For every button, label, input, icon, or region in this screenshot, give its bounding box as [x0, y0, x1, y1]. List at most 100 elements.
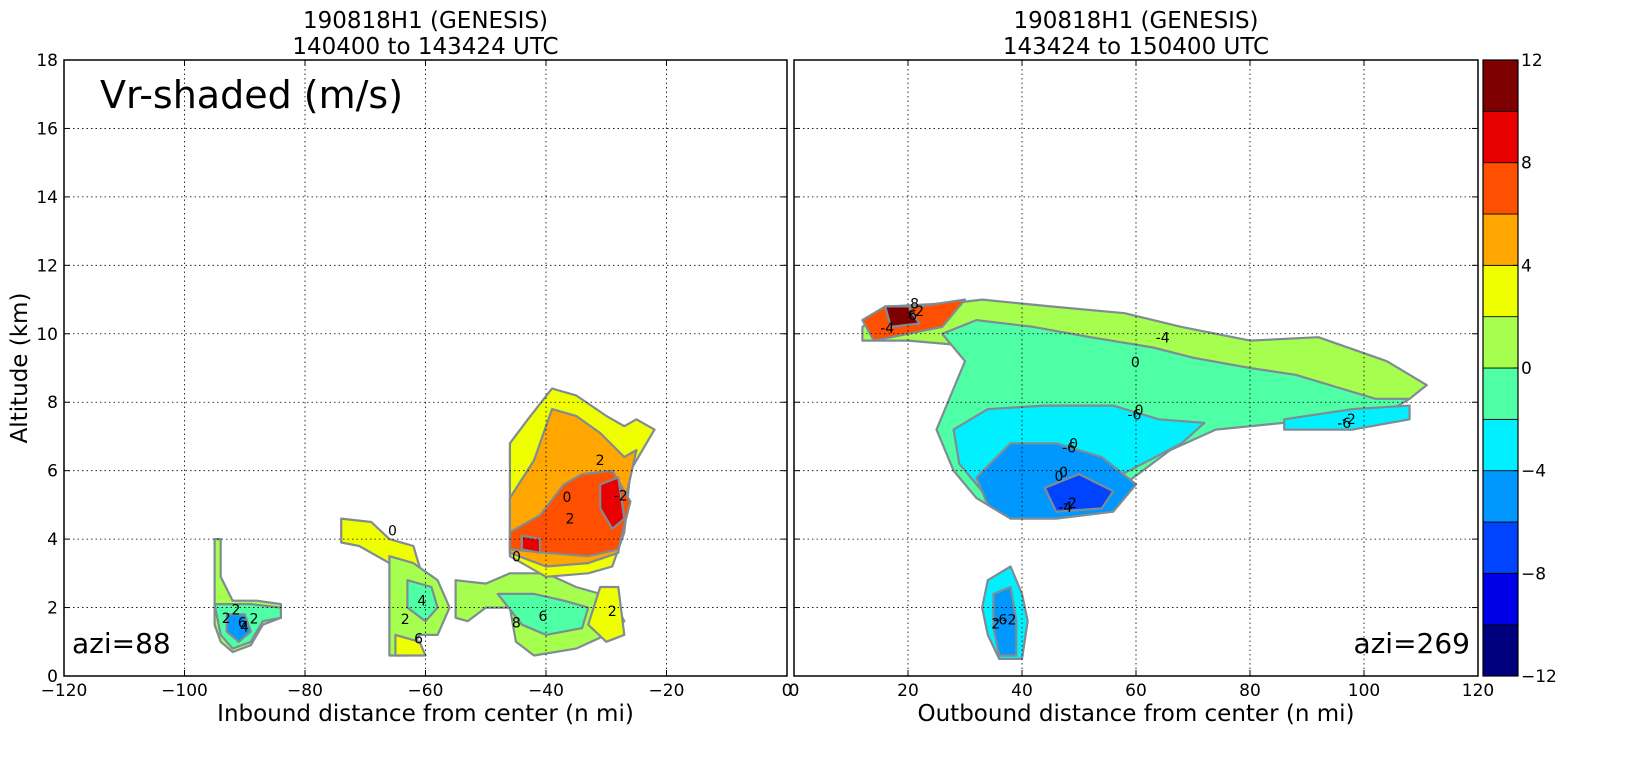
outbound-title-line1: 190818H1 (GENESIS)	[1013, 8, 1258, 34]
outbound-contour-label: 0	[1135, 403, 1144, 419]
y-tick-label: 12	[36, 256, 58, 276]
outbound-contour-label: -6	[1127, 407, 1141, 423]
outbound-contour-label: 8	[910, 296, 919, 312]
inbound-contour-label: 2	[596, 453, 605, 469]
inbound-contour-label: 4	[240, 620, 249, 636]
inbound-contour-label: 2	[566, 512, 575, 528]
outbound-azimuth-label: azi=269	[1353, 627, 1470, 660]
outbound-contour-label: 0	[1069, 436, 1078, 452]
y-tick-label: 0	[47, 667, 58, 687]
outbound-x-tick-label: 20	[897, 681, 919, 701]
colorbar-tick-label: −12	[1521, 667, 1557, 687]
colorbar: −12 −8 −4 0 4 8 12	[1482, 51, 1557, 687]
inbound-contour-label: 2	[250, 611, 259, 627]
inbound-x-tick-label: −60	[408, 681, 444, 701]
inbound-x-tick-label: −80	[287, 681, 323, 701]
inbound-x-tick-label: −20	[649, 681, 685, 701]
outbound-contour-label: -6	[1337, 416, 1351, 432]
colorbar-segment	[1482, 59, 1519, 112]
inbound-contour-label: 2	[231, 603, 240, 619]
inbound-shaded-regions	[213, 387, 656, 657]
colorbar-segment	[1482, 316, 1519, 369]
inbound-region-14	[520, 534, 542, 554]
inbound-title-line2: 140400 to 143424 UTC	[292, 34, 558, 60]
inbound-title-line1: 190818H1 (GENESIS)	[303, 8, 548, 34]
y-tick-label: 14	[36, 188, 58, 208]
colorbar-tick-label: −4	[1521, 462, 1546, 482]
inbound-contour-label: 2	[222, 611, 231, 627]
y-axis-label: Altitude (km)	[7, 293, 33, 444]
outbound-contour-label: -2	[1063, 496, 1077, 512]
outbound-contour-label: -6	[1062, 441, 1076, 457]
variable-label: Vr-shaded (m/s)	[100, 73, 403, 117]
inbound-contour-label: -2	[614, 488, 628, 504]
colorbar-tick-label: 12	[1521, 51, 1543, 71]
colorbar-segment	[1482, 470, 1519, 523]
outbound-x-tick-label: 0	[789, 681, 800, 701]
outbound-contour-label: 2	[991, 616, 1000, 632]
outbound-contour-label: -6	[993, 612, 1007, 628]
inbound-contour-label: 6	[238, 616, 247, 632]
outbound-contour-label: -4	[1156, 330, 1170, 346]
colorbar-segment	[1482, 213, 1519, 266]
outbound-x-axis-label: Outbound distance from center (n mi)	[918, 701, 1355, 727]
colorbar-segment	[1482, 572, 1519, 626]
outbound-region-7	[884, 305, 921, 328]
outbound-contour-label: -4	[1058, 500, 1072, 516]
inbound-contour-label: 4	[417, 594, 426, 610]
inbound-contour-label: 0	[563, 490, 572, 506]
outbound-contour-label: 6	[908, 308, 917, 324]
inbound-gridlines	[64, 60, 787, 676]
outbound-region-4	[1043, 473, 1115, 513]
y-tick-label: 8	[47, 393, 58, 413]
outbound-contour-label: -2	[910, 304, 924, 320]
colorbar-segment	[1482, 418, 1519, 472]
inbound-azimuth-label: azi=88	[72, 627, 171, 660]
inbound-region-5	[406, 579, 439, 623]
outbound-x-tick-label: 60	[1125, 681, 1147, 701]
colorbar-tick-label: 0	[1521, 359, 1532, 379]
outbound-title-line2: 143424 to 150400 UTC	[1003, 34, 1269, 60]
outbound-contour-label: 0	[1059, 465, 1068, 481]
outbound-panel: 0 20 40 60 80 100 120 190818H1 (GENESIS) 14342…	[789, 8, 1495, 727]
outbound-x-tick-label: 80	[1239, 681, 1261, 701]
outbound-ticks: 0 20 40 60 80 100 120	[789, 59, 1494, 701]
colorbar-segment	[1482, 162, 1519, 215]
y-tick-label: 18	[36, 51, 58, 71]
outbound-contour-label: -2	[1342, 412, 1356, 428]
inbound-x-tick-label: 0	[782, 681, 793, 701]
inbound-region-8	[496, 592, 590, 637]
colorbar-segment	[1482, 367, 1519, 420]
inbound-region-9	[587, 585, 626, 643]
outbound-x-tick-label: 40	[1011, 681, 1033, 701]
outbound-gridlines	[794, 60, 1478, 676]
inbound-contour-label: 6	[414, 632, 423, 648]
outbound-region-5	[1283, 404, 1411, 431]
colorbar-segment	[1482, 624, 1519, 677]
outbound-x-tick-label: 120	[1462, 681, 1494, 701]
inbound-contour-label: 0	[512, 550, 521, 566]
outbound-contour-label: 0	[1131, 355, 1140, 371]
outbound-contour-label: -2	[1002, 612, 1016, 628]
outbound-shaded-regions	[861, 298, 1428, 661]
colorbar-tick-label: 4	[1521, 256, 1532, 276]
inbound-contour-label: 2	[608, 604, 617, 620]
inbound-contour-label: 8	[512, 615, 521, 631]
inbound-region-2	[225, 613, 252, 643]
colorbar-segment	[1482, 110, 1519, 164]
colorbar-tick-label: 8	[1521, 154, 1532, 174]
y-tick-label: 16	[36, 119, 58, 139]
outbound-contour-label: 0	[1055, 469, 1064, 485]
inbound-contour-label: 6	[538, 609, 547, 625]
outbound-contour-label: -4	[880, 321, 894, 337]
inbound-region-13	[599, 476, 626, 530]
colorbar-segment	[1482, 521, 1519, 574]
inbound-x-tick-label: −40	[528, 681, 564, 701]
y-tick-label: 2	[47, 599, 58, 619]
inbound-x-tick-label: −120	[41, 681, 88, 701]
y-tick-label: 6	[47, 462, 58, 482]
outbound-region-9	[992, 585, 1018, 657]
colorbar-segment	[1482, 264, 1519, 318]
